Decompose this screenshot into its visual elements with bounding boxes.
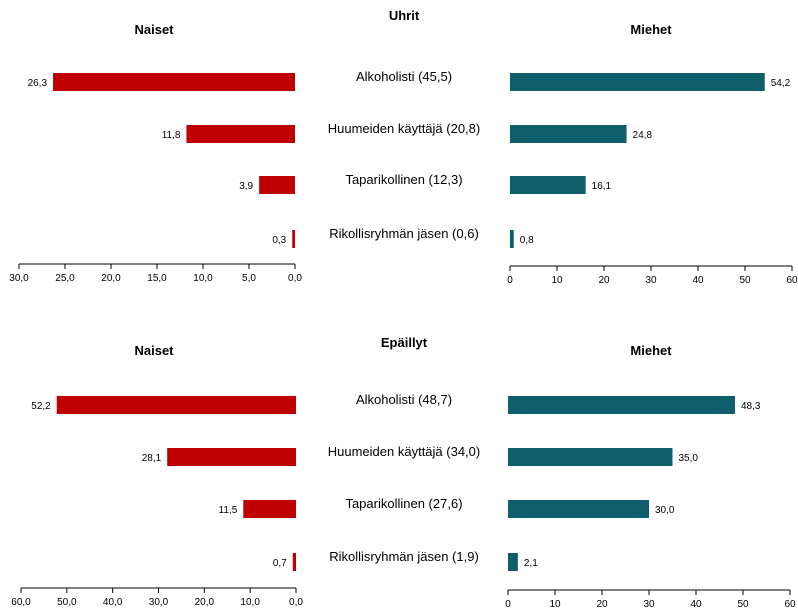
left-axis-tick-label: 15,0 — [147, 273, 167, 284]
men-bar — [510, 73, 765, 91]
women-bar — [259, 176, 295, 194]
left-axis-tick-label: 20,0 — [195, 597, 215, 608]
women-bar — [292, 553, 296, 571]
right-axis-tick-label: 10 — [551, 275, 563, 286]
category-label: Taparikollinen (27,6) — [345, 496, 462, 511]
left-axis-tick-label: 25,0 — [55, 273, 75, 284]
left-axis-tick-label: 0,0 — [289, 597, 303, 608]
women-bar — [167, 448, 296, 466]
category-label: Alkoholisti (45,5) — [356, 69, 452, 84]
men-bar — [508, 396, 736, 414]
men-bar — [508, 553, 518, 571]
left-axis-tick-label: 10,0 — [193, 273, 213, 284]
chart-title: Uhrit — [389, 8, 420, 23]
men-value-label: 16,1 — [592, 181, 612, 192]
right-axis-tick-label: 30 — [643, 599, 655, 610]
women-value-label: 26,3 — [28, 78, 48, 89]
chart-panel-1: Uhrit Naiset Miehet Alkoholisti (45,5) 26,3 5… — [9, 8, 798, 286]
right-panel-title: Miehet — [630, 22, 672, 37]
women-value-label: 11,8 — [162, 130, 181, 141]
left-axis-tick-label: 0,0 — [288, 273, 302, 284]
right-axis-tick-label: 10 — [549, 599, 561, 610]
men-value-label: 0,8 — [520, 235, 534, 246]
men-bar — [510, 176, 586, 194]
category-label: Taparikollinen (12,3) — [345, 172, 462, 187]
left-panel-title: Naiset — [134, 343, 174, 358]
men-value-label: 54,2 — [771, 78, 791, 89]
women-value-label: 0,3 — [272, 235, 286, 246]
chart-panel-2: Epäillyt Naiset Miehet Alkoholisti (48,7) 52… — [11, 335, 796, 610]
men-value-label: 48,3 — [741, 401, 761, 412]
women-value-label: 0,7 — [273, 558, 287, 569]
men-bar — [508, 448, 673, 466]
men-bar — [510, 125, 627, 143]
left-axis-tick-label: 40,0 — [103, 597, 123, 608]
right-axis-tick-label: 30 — [645, 275, 657, 286]
right-axis-tick-label: 40 — [690, 599, 702, 610]
category-label: Rikollisryhmän jäsen (1,9) — [329, 549, 479, 564]
right-axis-tick-label: 0 — [507, 275, 513, 286]
women-bar — [53, 73, 295, 91]
women-bar — [186, 125, 295, 143]
chart-title: Epäillyt — [381, 335, 428, 350]
women-bar — [243, 500, 296, 518]
left-axis-tick-label: 5,0 — [242, 273, 256, 284]
men-value-label: 30,0 — [655, 505, 675, 516]
category-label: Huumeiden käyttäjä (20,8) — [328, 121, 480, 136]
men-bar — [508, 500, 649, 518]
left-axis-tick-label: 60,0 — [11, 597, 31, 608]
women-value-label: 3,9 — [239, 181, 253, 192]
right-axis-tick-label: 40 — [692, 275, 704, 286]
women-bar — [56, 396, 296, 414]
women-value-label: 11,5 — [219, 505, 238, 516]
women-value-label: 28,1 — [142, 453, 162, 464]
right-axis-tick-label: 0 — [505, 599, 511, 610]
women-bar — [292, 230, 295, 248]
right-axis-tick-label: 20 — [598, 275, 610, 286]
right-panel-title: Miehet — [630, 343, 672, 358]
category-label: Alkoholisti (48,7) — [356, 392, 452, 407]
left-axis-tick-label: 20,0 — [101, 273, 121, 284]
left-axis-tick-label: 50,0 — [57, 597, 77, 608]
category-label: Huumeiden käyttäjä (34,0) — [328, 444, 480, 459]
left-axis-tick-label: 30,0 — [9, 273, 29, 284]
right-axis-tick-label: 50 — [739, 275, 751, 286]
right-axis-tick-label: 20 — [596, 599, 608, 610]
men-bar — [510, 230, 514, 248]
left-panel-title: Naiset — [134, 22, 174, 37]
right-axis-tick-label: 50 — [737, 599, 749, 610]
right-axis-tick-label: 60 — [786, 275, 798, 286]
category-label: Rikollisryhmän jäsen (0,6) — [329, 226, 479, 241]
men-value-label: 24,8 — [633, 130, 653, 141]
men-value-label: 35,0 — [679, 453, 699, 464]
men-value-label: 2,1 — [524, 558, 538, 569]
right-axis-tick-label: 60 — [784, 599, 796, 610]
left-axis-tick-label: 10,0 — [240, 597, 260, 608]
women-value-label: 52,2 — [31, 401, 51, 412]
left-axis-tick-label: 30,0 — [149, 597, 169, 608]
